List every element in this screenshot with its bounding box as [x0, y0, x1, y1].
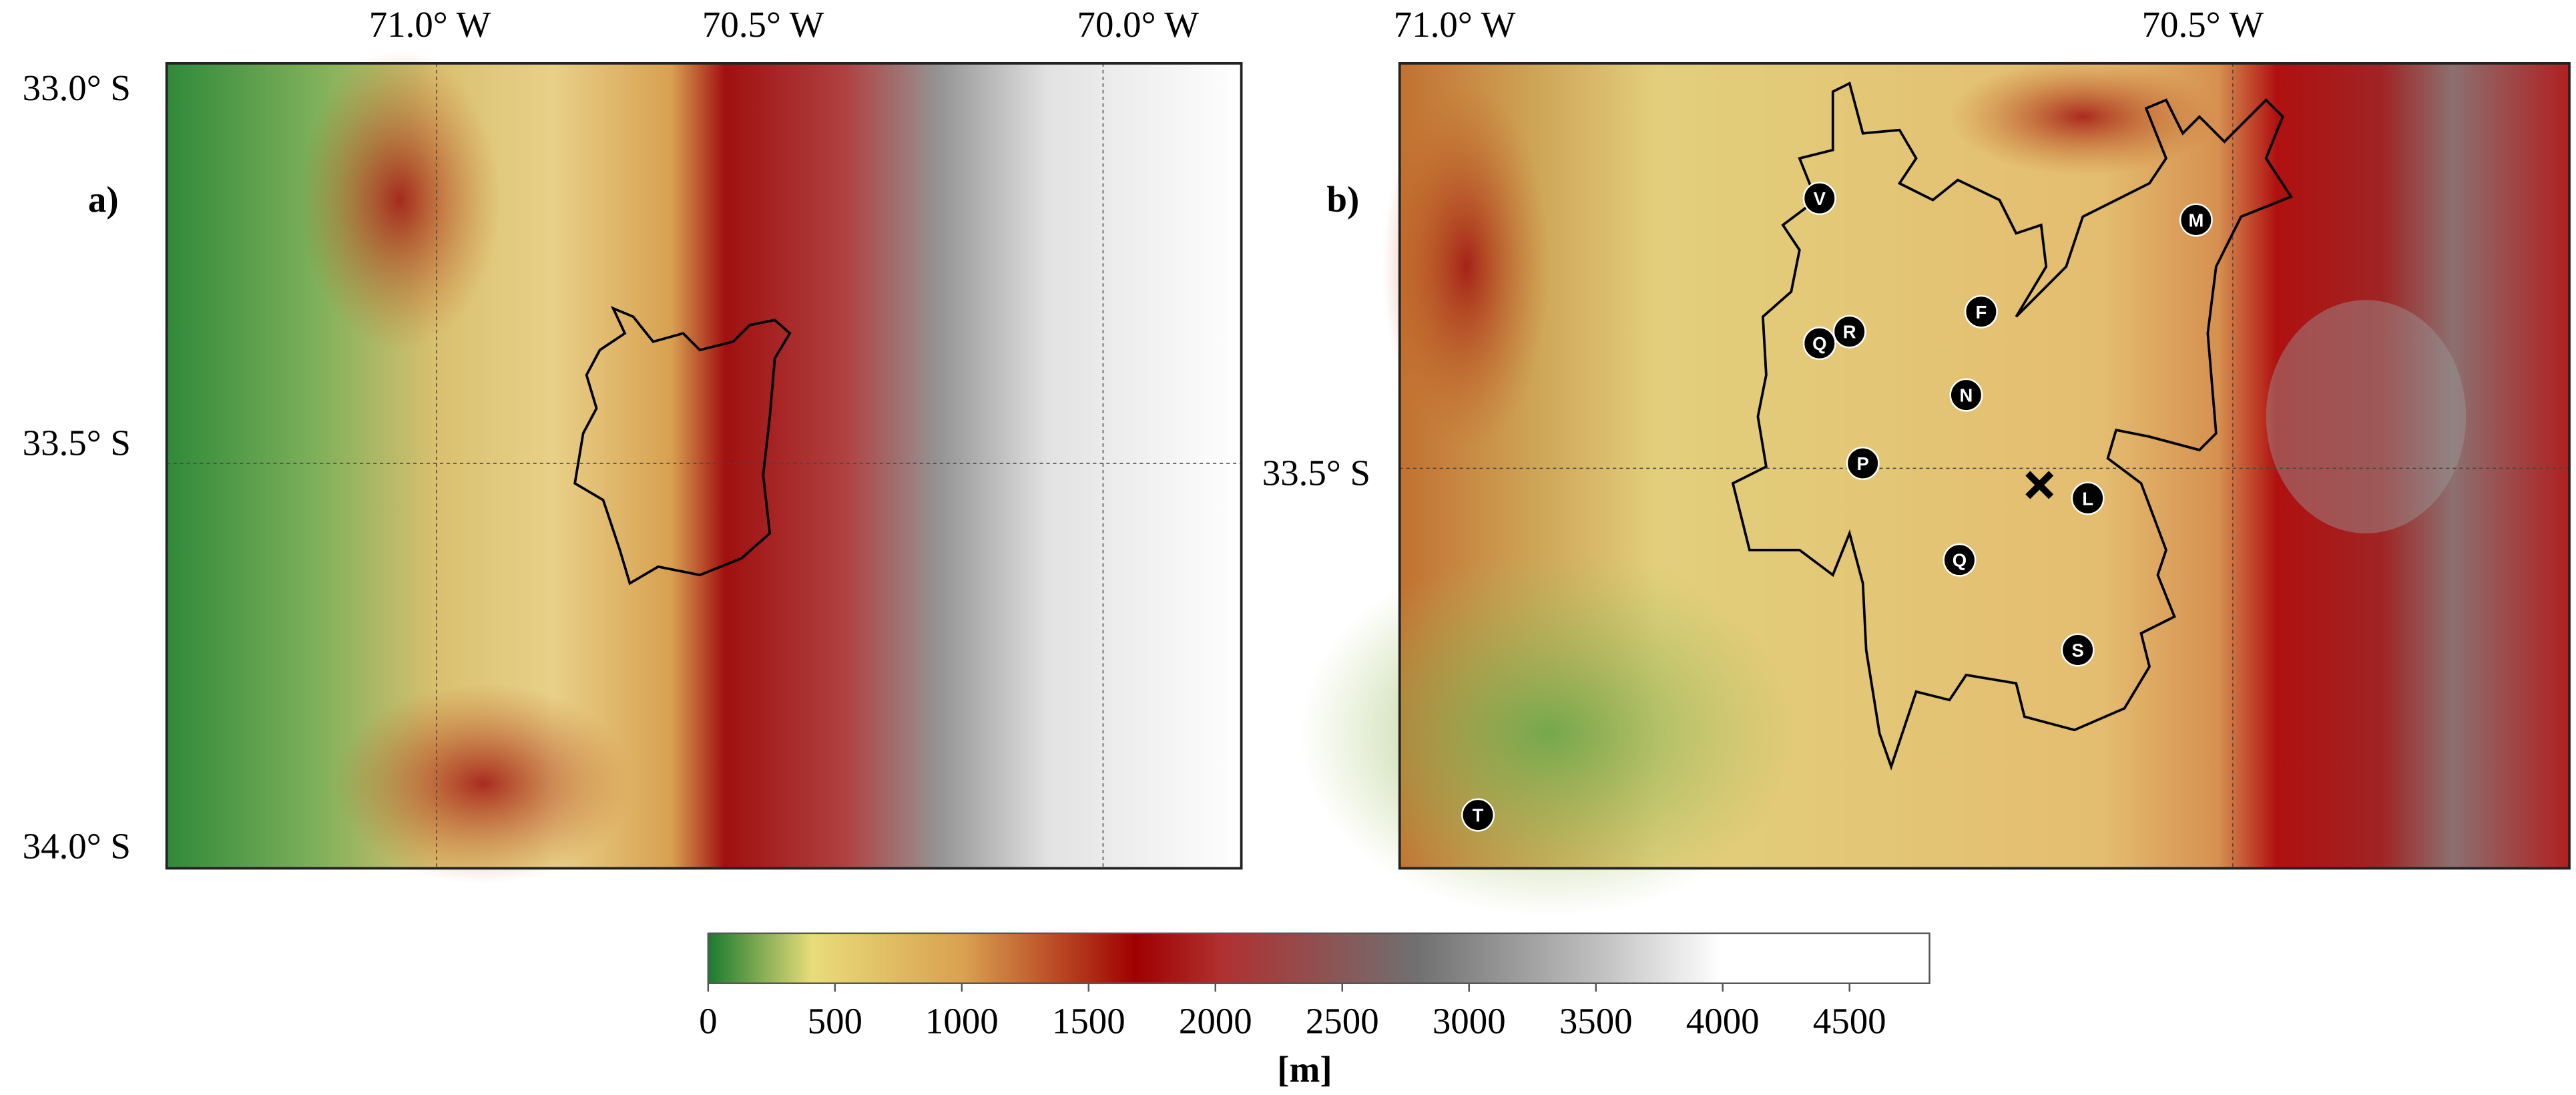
terrain-relief [333, 683, 633, 883]
station-marker [1943, 543, 1977, 577]
station-marker [2179, 203, 2213, 237]
frame [1398, 62, 2571, 870]
station-label: V [1814, 188, 1826, 209]
colorbar-tick-label: 1000 [925, 1001, 999, 1042]
station-marker [1461, 798, 1495, 832]
colorbar-tick-label: 3500 [1559, 1001, 1633, 1042]
station-label: M [2188, 210, 2204, 230]
colorbar-tick-label: 4500 [1813, 1001, 1886, 1042]
lon-label: 71.0° W [1394, 4, 1516, 45]
lat-label: 33.5° S [1262, 452, 1370, 493]
lat-label: 33.0° S [23, 67, 131, 108]
city-outline [573, 306, 792, 586]
station-label: R [1843, 322, 1856, 343]
terrain-relief [300, 49, 500, 351]
lon-label: 70.5° W [2142, 4, 2264, 45]
terrain-relief [1299, 550, 1800, 917]
station-marker [1964, 294, 1998, 328]
terrain-relief [1949, 58, 2216, 176]
station-label: Q [1812, 333, 1826, 354]
panel-label: a) [88, 179, 119, 220]
terrain-relief [2266, 300, 2467, 533]
colorbar-tick-label: 500 [808, 1001, 862, 1042]
lat-label: 34.0° S [23, 826, 131, 867]
station-label: S [2072, 640, 2084, 660]
colorbar-label: [m] [1277, 1049, 1332, 1090]
lat-label: 33.5° S [23, 422, 131, 463]
colorbar-tick-label: 1500 [1052, 1001, 1125, 1042]
panel-label: b) [1326, 179, 1359, 220]
colorbar: [m] 0 500 1000 1500 2000 2500 3000 3500 4000 4500 [699, 932, 1930, 1090]
station-label: L [2082, 488, 2093, 509]
station-marker [1832, 314, 1866, 349]
station-marker [1949, 378, 1983, 412]
station-marker [1846, 446, 1880, 480]
colorbar-scale [707, 932, 1930, 984]
frame [165, 62, 1243, 870]
colorbar-tick-label: 3000 [1433, 1001, 1506, 1042]
colorbar-tick-label: 2000 [1179, 1001, 1252, 1042]
panel-a: 71.0° W 70.5° W 70.0° W 33.0° S 33.5° S … [23, 4, 1243, 883]
colorbar-tick-label: 4000 [1686, 1001, 1760, 1042]
station-marker [1802, 182, 1836, 216]
station-label: F [1976, 302, 1987, 322]
site-marker [2025, 471, 2054, 499]
station-marker [1802, 326, 1836, 361]
station-label: P [1857, 453, 1869, 474]
station-marker [2061, 633, 2095, 667]
station-label: Q [1953, 550, 1967, 571]
station-marker [2071, 481, 2105, 515]
lon-label: 70.0° W [1077, 4, 1200, 45]
lon-label: 71.0° W [369, 4, 491, 45]
station-label: N [1960, 385, 1973, 406]
station-label: T [1473, 805, 1484, 826]
colorbar-tick-label: 0 [699, 1001, 717, 1042]
city-outline [1731, 81, 2293, 771]
colorbar-tick-label: 2500 [1306, 1001, 1379, 1042]
terrain-relief [1382, 83, 1550, 450]
lon-label: 70.5° W [702, 4, 824, 45]
